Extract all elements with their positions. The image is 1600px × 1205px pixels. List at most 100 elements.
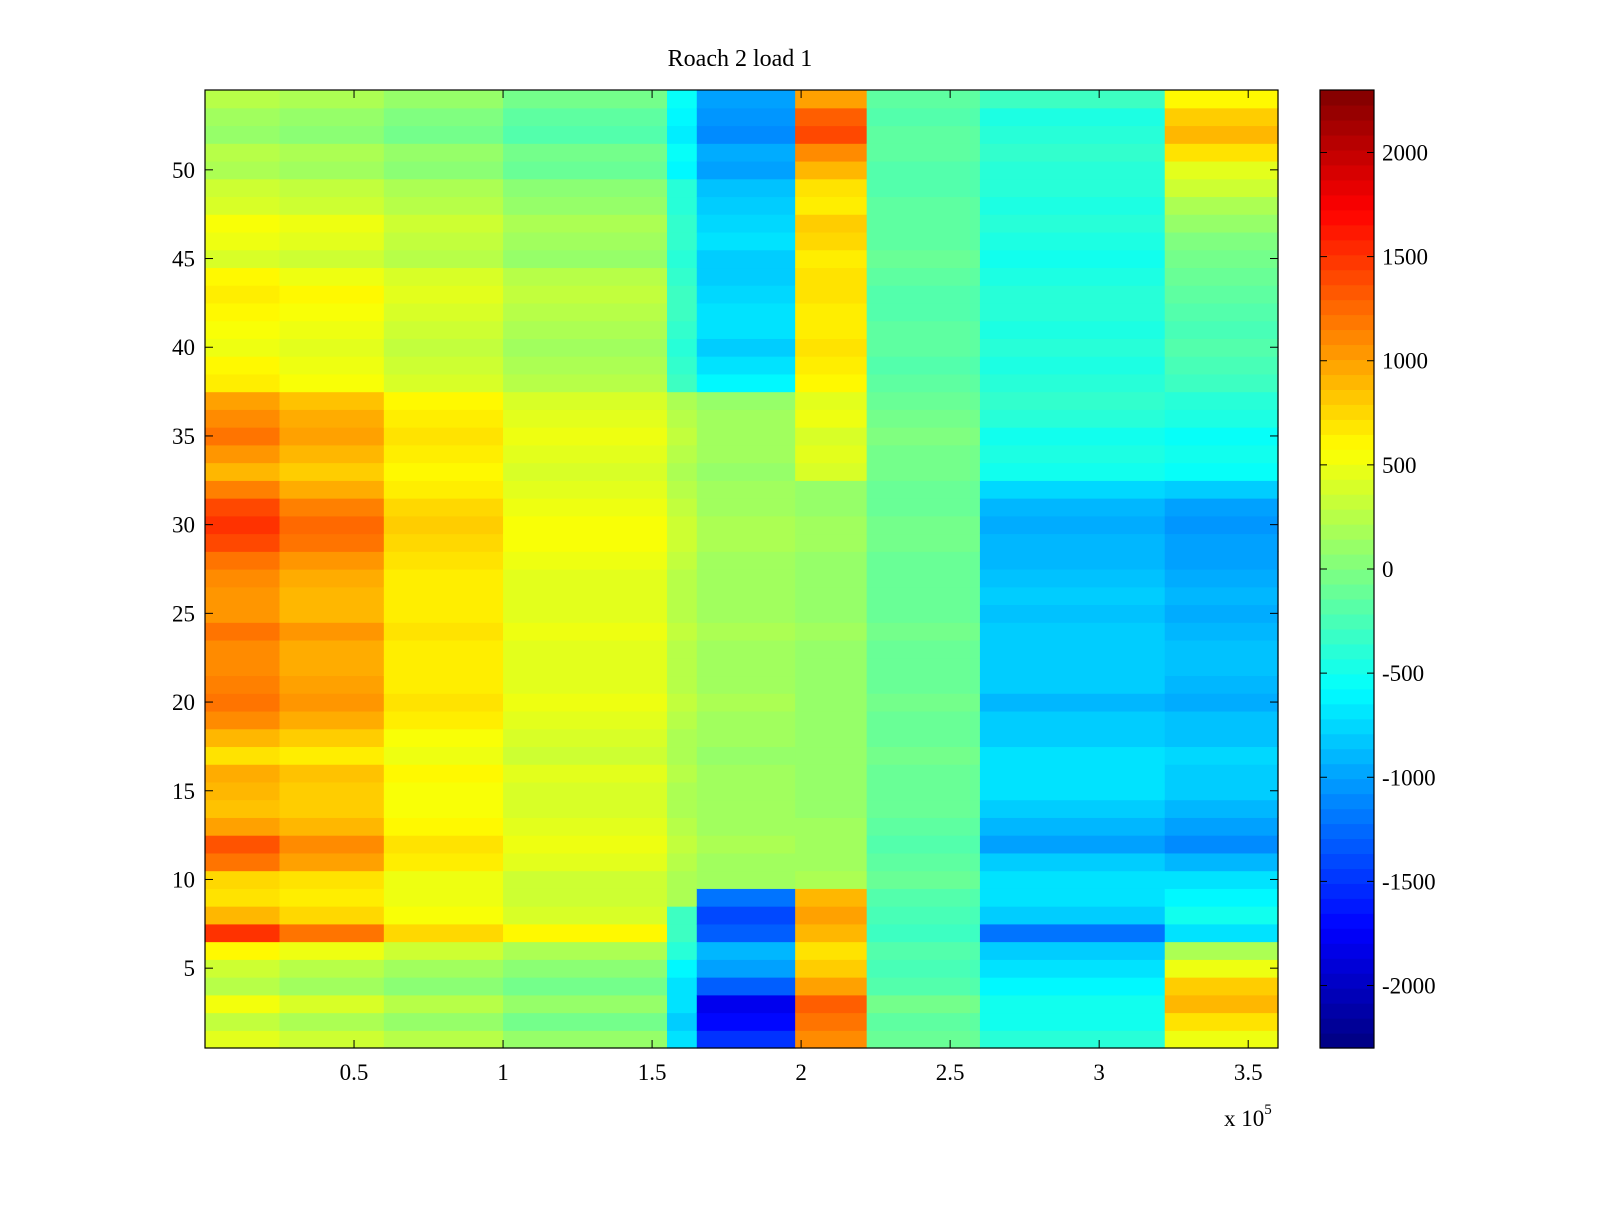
heatmap-cell-r35-s3	[503, 427, 668, 446]
heatmap-cell-r28-s3	[503, 551, 668, 570]
heatmap-cell-r41-s3	[503, 320, 668, 339]
heatmap-cell-r51-s0	[205, 143, 281, 162]
heatmap-cell-r40-s5	[696, 338, 796, 357]
heatmap-cell-r21-s4	[666, 675, 698, 694]
heatmap-cell-r24-s6	[795, 622, 868, 641]
heatmap-cell-r42-s6	[795, 302, 868, 322]
colorbar-step-15	[1320, 808, 1374, 825]
heatmap-cell-r24-s4	[666, 622, 698, 641]
heatmap-cell-r35-s9	[1164, 427, 1279, 446]
heatmap-cell-r34-s3	[503, 444, 668, 464]
heatmap-cell-r42-s8	[979, 302, 1166, 322]
heatmap-cell-r32-s2	[383, 480, 504, 499]
heatmap-cell-r49-s7	[866, 178, 981, 198]
colorbar-step-3	[1320, 988, 1374, 1004]
heatmap-cell-r46-s2	[383, 231, 504, 251]
heatmap-cell-r17-s7	[866, 746, 981, 765]
colorbar-step-55	[1320, 209, 1374, 226]
heatmap-cell-r12-s8	[979, 835, 1166, 854]
heatmap-cell-r33-s5	[696, 462, 796, 481]
heatmap-cell-r27-s0	[205, 569, 281, 588]
y-tick-label-2: 15	[172, 779, 195, 804]
heatmap-cell-r20-s6	[795, 693, 868, 712]
heatmap-cell-r45-s4	[666, 249, 698, 269]
heatmap-cell-r52-s6	[795, 125, 868, 144]
heatmap-cell-r14-s9	[1164, 799, 1279, 818]
heatmap-cell-r46-s1	[279, 231, 385, 251]
colorbar-step-60	[1320, 134, 1374, 151]
heatmap-cell-r4-s3	[503, 977, 668, 996]
colorbar-step-2	[1320, 1003, 1374, 1019]
heatmap-cell-r8-s6	[795, 906, 868, 925]
heatmap-cell-r3-s2	[383, 994, 504, 1014]
heatmap-cell-r21-s5	[696, 675, 796, 694]
heatmap-cell-r25-s0	[205, 604, 281, 623]
heatmap-cell-r14-s0	[205, 799, 281, 818]
colorbar-step-25	[1320, 658, 1374, 675]
heatmap-cell-r33-s0	[205, 462, 281, 481]
colorbar-step-39	[1320, 449, 1374, 465]
heatmap-cell-r26-s9	[1164, 586, 1279, 606]
heatmap-cell-r1-s9	[1164, 1030, 1279, 1049]
heatmap-cell-r43-s1	[279, 285, 385, 304]
colorbar-tick-label-0: 2000	[1382, 140, 1428, 165]
heatmap-cell-r3-s6	[795, 994, 868, 1014]
colorbar-step-52	[1320, 254, 1374, 271]
heatmap-cell-r45-s0	[205, 249, 281, 269]
heatmap-cell-r22-s8	[979, 657, 1166, 677]
heatmap-cell-r23-s8	[979, 639, 1166, 659]
heatmap-cell-r51-s5	[696, 143, 796, 162]
heatmap-cell-r1-s2	[383, 1030, 504, 1049]
heatmap-cell-r26-s0	[205, 586, 281, 606]
heatmap-cell-r34-s7	[866, 444, 981, 464]
heatmap-cell-r43-s9	[1164, 285, 1279, 304]
heatmap-cell-r9-s3	[503, 888, 668, 907]
heatmap-cell-r9-s8	[979, 888, 1166, 907]
heatmap-cell-r47-s7	[866, 214, 981, 233]
heatmap-cell-r35-s8	[979, 427, 1166, 446]
heatmap-cell-r5-s4	[666, 959, 698, 978]
heatmap-cell-r31-s0	[205, 498, 281, 517]
colorbar-step-4	[1320, 973, 1374, 989]
heatmap-cell-r52-s0	[205, 125, 281, 144]
heatmap-cell-r30-s3	[503, 515, 668, 535]
heatmap-cell-r31-s7	[866, 498, 981, 517]
heatmap-cell-r9-s6	[795, 888, 868, 907]
heatmap-cell-r45-s3	[503, 249, 668, 269]
colorbar-step-32	[1320, 554, 1374, 570]
heatmap-cell-r26-s8	[979, 586, 1166, 606]
heatmap-cell-r39-s1	[279, 356, 385, 375]
heatmap-cell-r17-s1	[279, 746, 385, 765]
heatmap-cell-r37-s4	[666, 391, 698, 410]
heatmap-cell-r30-s2	[383, 515, 504, 535]
heatmap-cell-r54-s0	[205, 90, 281, 109]
heatmap-cell-r30-s7	[866, 515, 981, 535]
heatmap-cell-r54-s7	[866, 90, 981, 109]
heatmap-cell-r15-s5	[696, 781, 796, 801]
colorbar-step-34	[1320, 524, 1374, 540]
heatmap-cell-r6-s9	[1164, 941, 1279, 960]
heatmap-cell-r2-s9	[1164, 1012, 1279, 1031]
heatmap-cell-r45-s7	[866, 249, 981, 269]
heatmap-cell-r41-s1	[279, 320, 385, 339]
y-tick-label-5: 30	[172, 513, 195, 538]
heatmap-cell-r17-s6	[795, 746, 868, 765]
heatmap-cell-r50-s8	[979, 160, 1166, 180]
heatmap-cell-r42-s9	[1164, 302, 1279, 322]
colorbar-step-54	[1320, 224, 1374, 241]
heatmap-cell-r26-s3	[503, 586, 668, 606]
heatmap-cell-r8-s0	[205, 906, 281, 925]
heatmap-cell-r4-s5	[696, 977, 796, 996]
heatmap-cell-r33-s9	[1164, 462, 1279, 481]
heatmap-cell-r19-s8	[979, 710, 1166, 730]
heatmap-cell-r37-s8	[979, 391, 1166, 410]
heatmap-cell-r25-s8	[979, 604, 1166, 623]
heatmap-cell-r50-s1	[279, 160, 385, 180]
heatmap-cell-r38-s8	[979, 373, 1166, 393]
heatmap-cell-r29-s9	[1164, 533, 1279, 552]
heatmap-cell-r1-s1	[279, 1030, 385, 1049]
y-tick-label-7: 40	[172, 335, 195, 360]
heatmap-cell-r31-s5	[696, 498, 796, 517]
heatmap-cell-r48-s0	[205, 196, 281, 215]
heatmap-cell-r13-s7	[866, 817, 981, 836]
